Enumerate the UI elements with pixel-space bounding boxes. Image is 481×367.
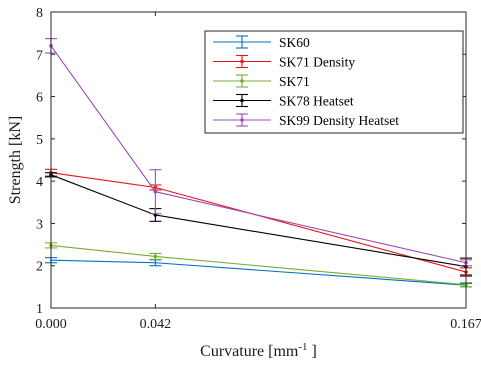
y-tick-label: 2 — [36, 260, 43, 275]
y-tick-label: 4 — [36, 175, 43, 190]
y-tick-label: 6 — [36, 91, 43, 106]
legend-swatch-marker — [240, 98, 244, 103]
legend-label: SK60 — [279, 35, 310, 50]
x-axis-label-superscript: -1 — [298, 341, 307, 353]
x-tick-label: 0.167 — [450, 317, 481, 332]
y-tick-label: 1 — [36, 302, 43, 317]
y-axis-label: Strength [kN] — [7, 116, 24, 204]
legend-label: SK99 Density Heatset — [279, 113, 399, 128]
x-axis-label-end: ] — [308, 343, 317, 360]
data-point — [153, 189, 158, 194]
legend-item: SK71 — [213, 74, 310, 89]
x-tick-label: 0.042 — [140, 317, 172, 332]
y-tick-label: 5 — [36, 133, 43, 148]
legend-label: SK78 Heatset — [279, 94, 354, 109]
data-point — [153, 254, 158, 259]
legend-label: SK71 Density — [279, 55, 355, 70]
axes-layer: 1 2 3 4 5 6 7 8 0.000 0.042 0.167 — [35, 6, 481, 332]
legend-item: SK99 Density Heatset — [213, 113, 399, 128]
axes-box — [50, 11, 467, 309]
x-axis-label: Curvature [mm-1 ] — [200, 341, 317, 360]
y-tick-label: 3 — [36, 217, 43, 232]
data-point — [154, 261, 157, 264]
legend-swatch-marker — [240, 59, 244, 64]
y-tick-label: 8 — [36, 6, 43, 21]
legend-item: SK71 Density — [213, 55, 355, 70]
legend-item: SK60 — [213, 35, 310, 50]
legend-item: SK78 Heatset — [213, 94, 354, 109]
x-axis-label-main: Curvature [mm — [200, 343, 299, 360]
legend-swatch-marker — [240, 79, 244, 83]
x-tick-label: 0.000 — [35, 317, 67, 332]
legend-label: SK71 — [279, 74, 310, 89]
legend-swatch-marker — [240, 118, 244, 122]
legend: SK60 SK71 Density SK71 SK78 Heatset SK99 Den… — [204, 30, 464, 134]
series-layer — [45, 38, 472, 288]
y-tick-label: 7 — [36, 48, 43, 63]
